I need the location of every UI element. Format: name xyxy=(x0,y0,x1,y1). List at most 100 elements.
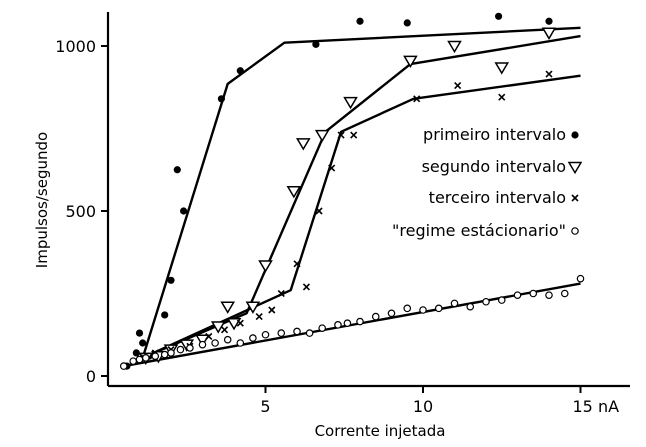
data-point xyxy=(334,321,342,329)
data-point xyxy=(236,339,245,347)
data-point xyxy=(135,355,144,364)
ticks: 0 500 1000 5 10 15 nA xyxy=(55,37,619,416)
data-point xyxy=(387,309,396,318)
data-point xyxy=(119,362,128,370)
data-point-stroke xyxy=(255,313,263,321)
data-point xyxy=(343,319,352,328)
axes xyxy=(106,12,630,388)
legend-label: terceiro intervalo xyxy=(429,188,566,207)
legend-label: "regime estácionario" xyxy=(392,221,566,240)
data-point xyxy=(277,289,285,298)
data-point xyxy=(220,301,236,314)
data-point-stroke xyxy=(293,260,301,268)
data-point xyxy=(350,131,358,139)
y-tick-label: 0 xyxy=(86,367,96,386)
data-point-stroke xyxy=(498,93,506,101)
data-point xyxy=(466,302,475,311)
data-point xyxy=(356,317,364,326)
data-point-stroke xyxy=(236,319,244,327)
data-point xyxy=(434,304,443,313)
data-point xyxy=(576,274,585,283)
data-point xyxy=(261,330,270,339)
data-point xyxy=(413,95,421,103)
data-point-stroke xyxy=(337,131,345,139)
data-point xyxy=(220,326,229,334)
data-point-stroke xyxy=(268,306,276,314)
data-point xyxy=(545,70,553,78)
data-point xyxy=(268,306,276,314)
data-point xyxy=(315,207,323,215)
series-0-points xyxy=(123,12,553,370)
data-point xyxy=(295,138,311,151)
y-tick-label: 1000 xyxy=(55,37,96,56)
data-point-stroke xyxy=(454,82,462,90)
data-point xyxy=(447,40,462,54)
data-point xyxy=(142,354,150,362)
data-point xyxy=(450,299,459,308)
x-tick-label: 10 xyxy=(413,397,433,416)
data-point xyxy=(293,327,301,336)
data-point xyxy=(160,350,169,359)
data-point xyxy=(545,291,553,299)
data-point xyxy=(173,166,181,174)
data-point xyxy=(236,319,244,327)
data-point xyxy=(186,344,194,352)
data-point xyxy=(498,93,506,101)
data-point xyxy=(312,40,320,48)
legend-marker xyxy=(571,131,579,139)
data-point xyxy=(495,12,503,20)
data-point xyxy=(343,96,358,110)
data-point xyxy=(255,313,263,321)
data-point xyxy=(318,324,327,332)
data-point xyxy=(454,82,462,90)
series-2-points xyxy=(135,70,553,362)
data-point xyxy=(217,95,225,103)
data-point xyxy=(161,311,169,319)
legend: primeiro intervalo segundo intervalo terce… xyxy=(392,125,583,240)
data-point xyxy=(314,129,330,143)
data-point xyxy=(560,289,569,298)
data-point xyxy=(513,291,522,299)
data-point xyxy=(132,349,140,357)
data-point-stroke xyxy=(220,326,229,334)
data-point xyxy=(258,260,273,273)
fit-line-series-3 xyxy=(123,282,581,368)
data-point xyxy=(494,62,510,75)
legend-marker xyxy=(571,227,579,235)
data-point xyxy=(211,339,219,347)
fit-line-series-0 xyxy=(141,26,581,359)
legend-marker xyxy=(571,194,579,202)
data-point xyxy=(328,164,336,172)
data-point xyxy=(371,312,380,321)
data-point xyxy=(286,185,302,199)
data-point-stroke xyxy=(205,332,213,340)
data-point xyxy=(302,283,311,291)
data-point xyxy=(176,345,185,354)
data-point-stroke xyxy=(350,131,358,139)
y-axis-label: Impulsos/segundo xyxy=(33,132,51,268)
data-point xyxy=(497,296,506,304)
data-point xyxy=(205,332,213,340)
data-point xyxy=(529,289,538,298)
x-tick-label: 15 nA xyxy=(573,397,620,416)
data-point xyxy=(198,340,207,349)
data-point xyxy=(151,352,160,361)
data-point xyxy=(195,334,210,347)
legend-label: segundo intervalo xyxy=(422,157,566,176)
data-point-stroke xyxy=(413,95,421,103)
data-point xyxy=(135,329,144,337)
data-point xyxy=(293,260,301,268)
data-point xyxy=(223,335,232,344)
data-point xyxy=(139,339,147,347)
data-point xyxy=(356,17,364,25)
data-point xyxy=(236,67,244,75)
data-point xyxy=(277,329,286,337)
data-point xyxy=(545,17,553,25)
data-point-stroke xyxy=(545,70,553,78)
x-axis-label: Corrente injetada xyxy=(315,422,446,440)
data-point xyxy=(249,334,257,342)
x-tick-label: 5 xyxy=(260,397,270,416)
data-point xyxy=(403,304,412,313)
data-point xyxy=(226,317,242,331)
